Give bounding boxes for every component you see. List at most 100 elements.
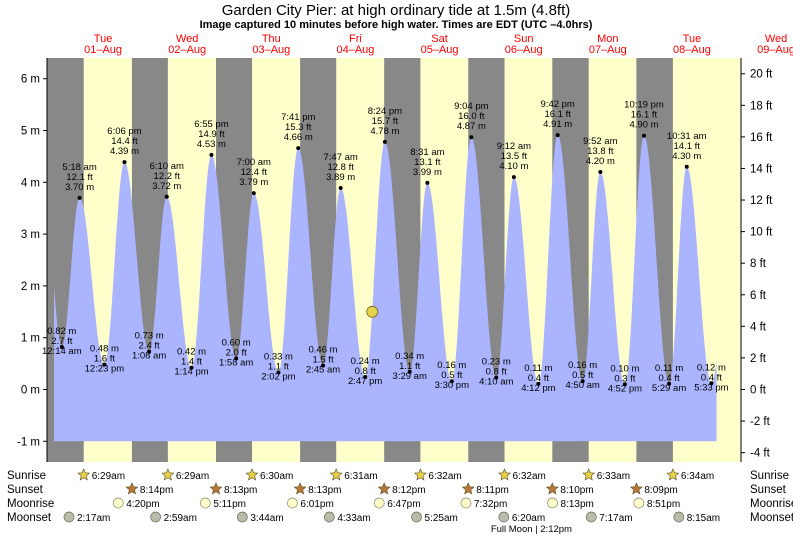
tide-extreme-markers <box>59 133 714 387</box>
high-tide-point <box>555 133 560 138</box>
low-tide-label: 0.60 m <box>222 337 251 348</box>
low-tide-label: 0.16 m <box>568 360 597 371</box>
full-moon-label: Full Moon | 2:12pm <box>491 524 572 535</box>
high-tide-label: 16.0 ft <box>458 111 485 122</box>
low-tide-label: 4:12 pm <box>521 383 555 394</box>
day-of-week-label: Mon <box>597 33 618 45</box>
low-tide-label: 4:10 am <box>479 377 513 388</box>
high-tide-label: 4.53 m <box>197 139 226 150</box>
high-tide-point <box>209 152 214 157</box>
y-left-tick-label: 0 m <box>21 384 40 396</box>
high-tide-label: 14.4 ft <box>111 136 138 147</box>
high-tide-point <box>77 195 82 200</box>
low-tide-label: 0.48 m <box>90 344 119 355</box>
high-tide-label: 15.3 ft <box>285 122 312 133</box>
high-tide-label: 7:47 am <box>323 152 357 163</box>
y-right-tick-label: 18 ft <box>750 100 773 112</box>
high-tide-point <box>382 139 387 144</box>
low-tide-point <box>102 362 107 367</box>
date-label: 05–Aug <box>421 44 459 56</box>
y-right-tick-label: 12 ft <box>750 195 773 207</box>
y-right-tick-label: -2 ft <box>750 416 771 428</box>
y-right-tick-label: 2 ft <box>750 353 767 365</box>
moonset-time: 2:17am <box>77 513 110 524</box>
low-tide-label: 1:14 pm <box>174 367 208 378</box>
low-tide-label: 0.34 m <box>395 351 424 362</box>
high-tide-label: 3.79 m <box>239 177 268 188</box>
high-tide-point <box>425 180 430 185</box>
sunrise-row-label-left: Sunrise <box>7 470 46 482</box>
high-tide-label: 6:55 pm <box>194 119 228 130</box>
day-of-week-label: Sun <box>514 33 534 45</box>
date-label: 06–Aug <box>505 44 543 56</box>
tide-level-area <box>54 135 717 442</box>
low-tide-label: 0.82 m <box>47 326 76 337</box>
low-tide-point <box>580 379 585 384</box>
low-tide-point <box>189 365 194 370</box>
sunrise-time: 6:29am <box>176 471 209 482</box>
high-tide-label: 4.66 m <box>284 132 313 143</box>
high-tide-label: 6:06 pm <box>107 126 141 137</box>
sunset-time: 8:09pm <box>644 485 677 496</box>
low-tide-label: 0.24 m <box>351 356 380 367</box>
high-tide-label: 5:18 am <box>62 162 96 173</box>
low-tide-label: 5:29 am <box>652 383 686 394</box>
low-tide-label: 0.11 m <box>655 363 683 374</box>
high-tide-label: 13.5 ft <box>501 151 528 162</box>
y-left-tick-label: 1 m <box>21 333 40 345</box>
low-tide-label: 12:23 pm <box>85 364 125 375</box>
high-tide-label: 12.2 ft <box>154 171 181 182</box>
high-tide-point <box>511 175 516 180</box>
y-left-tick-label: 2 m <box>21 281 40 293</box>
moonset-icon <box>236 511 248 523</box>
sunset-icon <box>461 482 475 495</box>
date-label: 01–Aug <box>84 44 122 56</box>
low-tide-label: 2.7 ft <box>51 336 72 347</box>
low-tide-label: 0.5 ft <box>572 370 593 381</box>
low-tide-label: 0.8 ft <box>355 366 376 377</box>
moonset-time: 2:59am <box>164 513 197 524</box>
high-tide-label: 7:41 pm <box>281 112 315 123</box>
low-tide-label: 1.6 ft <box>94 354 115 365</box>
date-label: 09–Aug <box>757 44 793 56</box>
low-tide-label: 2:45 am <box>306 365 340 376</box>
moonset-time: 7:17am <box>599 513 632 524</box>
low-tide-label: 0.8 ft <box>486 367 507 378</box>
sunrise-time: 6:34am <box>681 471 714 482</box>
moonrise-icon <box>287 497 298 509</box>
tide-area <box>54 135 717 442</box>
moonrise-time: 7:32pm <box>474 499 507 510</box>
low-tide-point <box>667 381 672 386</box>
low-tide-label: 3:30 pm <box>435 380 469 391</box>
y-left-tick-label: 4 m <box>21 177 40 189</box>
high-tide-label: 14.9 ft <box>198 129 225 140</box>
sunset-time: 8:13pm <box>308 485 341 496</box>
sunset-row-label-right: Sunset <box>750 484 787 496</box>
high-tide-label: 9:52 am <box>583 136 617 147</box>
high-tide-label: 8:31 am <box>410 147 444 158</box>
low-tide-label: 0.4 ft <box>659 373 680 384</box>
low-tide-label: 1:58 am <box>219 357 253 368</box>
sunrise-time: 6:29am <box>92 471 125 482</box>
low-tide-label: 4:50 am <box>566 380 600 391</box>
sunset-icon <box>545 482 559 495</box>
low-tide-label: 0.23 m <box>482 357 511 368</box>
sunrise-icon <box>498 468 511 481</box>
sunrise-icon <box>77 468 91 481</box>
moonset-icon <box>150 511 161 523</box>
y-left-tick-label: 5 m <box>21 126 40 138</box>
low-tide-label: 1.1 ft <box>268 361 289 372</box>
y-right-tick-label: 20 ft <box>750 69 773 81</box>
sunrise-icon <box>413 468 427 481</box>
high-tide-label: 4.90 m <box>629 120 658 131</box>
low-tide-label: 12:14 am <box>42 346 82 357</box>
high-tide-label: 16.1 ft <box>544 109 571 120</box>
low-tide-point <box>622 382 627 387</box>
sunrise-time: 6:32am <box>513 471 546 482</box>
moonset-icon <box>323 511 335 523</box>
low-tide-point <box>234 356 239 361</box>
day-of-week-label: Wed <box>176 33 198 45</box>
y-right-tick-label: 16 ft <box>750 132 773 144</box>
sunset-icon <box>125 482 139 495</box>
